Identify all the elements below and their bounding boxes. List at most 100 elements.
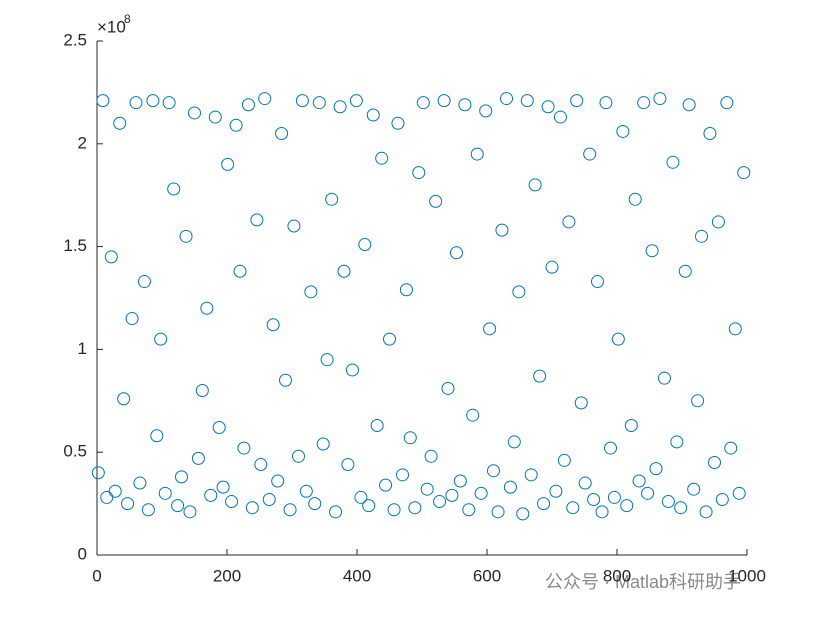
- point: [562, 215, 576, 229]
- point: [250, 213, 264, 227]
- point: [195, 384, 209, 398]
- y-tick-label: 0.5: [63, 442, 87, 461]
- point: [724, 441, 738, 455]
- point: [125, 312, 139, 326]
- point: [245, 501, 259, 515]
- point: [703, 127, 717, 141]
- point: [516, 507, 530, 521]
- point: [604, 441, 617, 455]
- point: [345, 363, 359, 377]
- point: [528, 178, 542, 192]
- point: [171, 499, 185, 513]
- point: [412, 166, 426, 180]
- x-tick-label: 1000: [728, 566, 766, 585]
- point: [728, 322, 742, 336]
- point: [512, 285, 526, 299]
- point: [179, 229, 193, 243]
- point: [225, 495, 239, 509]
- point: [287, 219, 301, 233]
- point: [396, 468, 409, 482]
- point: [283, 503, 297, 517]
- point: [312, 96, 326, 110]
- point: [628, 192, 642, 206]
- point: [175, 470, 188, 484]
- point: [329, 505, 343, 519]
- point: [262, 492, 276, 506]
- point: [100, 490, 114, 504]
- point: [150, 429, 164, 443]
- point: [91, 466, 105, 480]
- point: [611, 332, 625, 346]
- point: [316, 437, 330, 451]
- point: [524, 468, 538, 482]
- point: [533, 369, 547, 383]
- point: [595, 505, 609, 519]
- point: [453, 474, 467, 488]
- point: [146, 94, 160, 108]
- watermark: 公众号 · Matlab科研助手: [545, 572, 741, 592]
- point: [279, 373, 292, 387]
- point: [325, 192, 339, 206]
- point: [483, 322, 497, 336]
- x-tick-label: 400: [343, 566, 371, 585]
- point: [670, 435, 684, 449]
- point: [354, 490, 368, 504]
- point: [691, 394, 705, 408]
- point: [337, 264, 351, 278]
- point: [437, 94, 451, 108]
- point: [637, 96, 651, 110]
- point: [458, 98, 472, 112]
- point: [167, 182, 181, 196]
- point: [295, 94, 309, 108]
- point: [441, 381, 455, 395]
- point: [391, 116, 405, 130]
- point: [254, 458, 268, 472]
- point: [129, 96, 143, 110]
- point: [599, 96, 613, 110]
- point: [420, 482, 434, 496]
- point: [433, 495, 447, 509]
- point: [191, 451, 205, 465]
- point: [474, 486, 488, 500]
- point: [537, 497, 551, 511]
- point: [732, 486, 746, 500]
- point: [216, 480, 230, 494]
- point: [657, 371, 671, 385]
- point: [241, 98, 255, 112]
- y-exponent-base: ×10: [97, 17, 126, 36]
- point: [141, 503, 155, 517]
- x-tick-label: 800: [603, 566, 631, 585]
- point: [266, 318, 280, 332]
- point: [641, 486, 655, 500]
- point: [117, 392, 131, 406]
- point: [399, 283, 413, 297]
- point: [445, 488, 459, 502]
- point: [462, 503, 476, 517]
- point: [470, 147, 484, 161]
- point: [570, 94, 584, 108]
- point: [424, 449, 438, 463]
- point: [449, 246, 463, 260]
- point: [578, 476, 592, 490]
- point: [624, 418, 638, 432]
- point: [320, 353, 334, 367]
- point: [653, 92, 667, 106]
- point: [403, 431, 417, 445]
- point: [591, 275, 604, 289]
- point: [507, 435, 521, 449]
- point: [229, 118, 243, 132]
- point: [574, 396, 588, 410]
- point: [200, 301, 214, 315]
- point: [370, 418, 384, 432]
- point: [221, 157, 235, 171]
- point: [737, 166, 751, 180]
- point: [549, 484, 563, 498]
- point: [275, 127, 289, 141]
- point: [292, 449, 305, 463]
- point: [708, 455, 721, 469]
- point: [500, 92, 513, 106]
- point: [687, 482, 701, 496]
- point: [212, 421, 226, 435]
- point: [366, 108, 380, 122]
